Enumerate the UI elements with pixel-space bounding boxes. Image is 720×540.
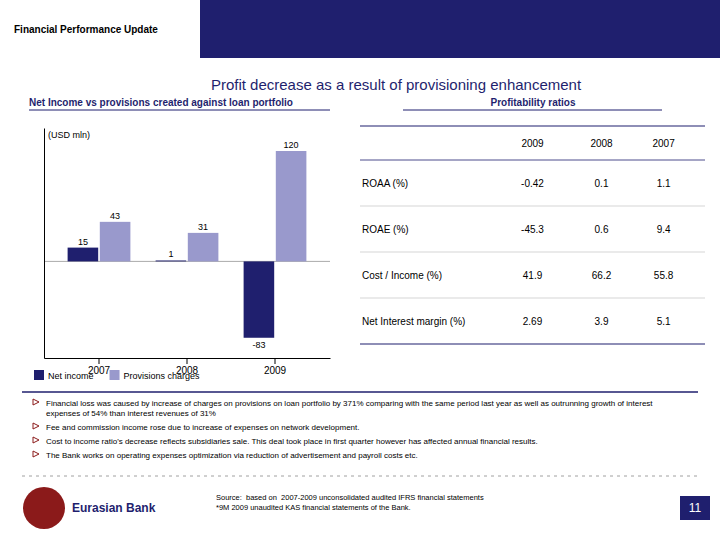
legend-entry: Provisions charges [110, 370, 201, 381]
table-cell: -0.42 [521, 178, 544, 189]
bar [156, 260, 187, 262]
page-number: 11 [689, 501, 702, 515]
bullet-icon [33, 451, 39, 457]
data-label: 120 [284, 140, 299, 150]
main-title: Profit decrease as a result of provision… [211, 76, 582, 93]
footer-text: Source: based on 2007-2009 unconsolidate… [216, 493, 484, 502]
table-separator [360, 206, 705, 207]
table-title: Profitability ratios [490, 97, 575, 108]
page: Financial Performance Update Profit decre… [0, 0, 720, 540]
x-tick: 2009 [264, 358, 287, 376]
legend: Net income Provisions charges [34, 370, 200, 381]
data-label: 1 [168, 249, 173, 259]
bar-series [68, 248, 275, 338]
table-separator [360, 252, 705, 253]
data-label: -83 [252, 340, 265, 350]
x-tick-label: 2009 [264, 365, 287, 376]
table-cell: 5.1 [657, 316, 671, 327]
table-cell: 41.9 [523, 270, 543, 281]
legend-entry: Net income [34, 370, 94, 381]
data-label: 31 [198, 222, 208, 232]
table-cell: -45.3 [521, 224, 544, 235]
bar [100, 222, 131, 262]
table-cell: ROAA (%) [362, 178, 408, 189]
x-tick-mark [187, 358, 188, 364]
page-number-box [680, 496, 710, 520]
bullet-text: The Bank works on operating expenses opt… [46, 451, 418, 460]
title-underline [29, 110, 330, 111]
y-axis-line [44, 129, 45, 359]
bullet-text: Financial loss was caused by increase of… [46, 399, 653, 418]
table-rule [360, 125, 705, 126]
bullet-text: Cost to income ratio's decrease reflects… [46, 437, 538, 446]
table-header: 2009 [521, 138, 544, 149]
header-band [200, 0, 720, 58]
dashed-separator [22, 476, 698, 477]
table-cell: Cost / Income (%) [362, 270, 442, 281]
data-label: 43 [110, 211, 120, 221]
table-cell: Net Interest margin (%) [362, 316, 465, 327]
bar-series [100, 151, 307, 261]
title-underline [403, 110, 662, 111]
table-header: 2007 [652, 138, 675, 149]
x-tick-mark [99, 358, 100, 364]
table-cell: 0.6 [595, 224, 609, 235]
footer-text: *9M 2009 unaudited KAS financial stateme… [216, 503, 411, 512]
table-separator [360, 298, 705, 299]
bullet-icon [33, 423, 39, 429]
legend-swatch [34, 370, 44, 380]
legend-label: Net income [48, 371, 94, 381]
bar [244, 261, 275, 337]
bar [188, 233, 219, 262]
data-labels: 15 1 -83 43 31 120 [78, 140, 299, 350]
table-cell: 2.69 [523, 316, 543, 327]
plot-area [44, 151, 330, 338]
table-cell: 66.2 [592, 270, 612, 281]
bar [276, 151, 307, 261]
table-rule [360, 160, 705, 161]
bullet-icon [33, 399, 39, 405]
legend-label: Provisions charges [124, 371, 201, 381]
data-label: 15 [78, 237, 88, 247]
table-cell: 1.1 [657, 178, 671, 189]
y-label: (USD mln) [48, 130, 90, 140]
table-header: 2008 [590, 138, 613, 149]
table-cell: 0.1 [595, 178, 609, 189]
x-tick-mark [275, 358, 276, 364]
table-cell: 9.4 [657, 224, 671, 235]
table-cell: 3.9 [595, 316, 609, 327]
table-cell: 55.8 [654, 270, 674, 281]
bullet-text: Fee and commission income rose due to in… [46, 423, 360, 432]
table-rule [360, 343, 705, 344]
bullet-icon [33, 437, 39, 443]
table-cell: ROAE (%) [362, 224, 409, 235]
tab-title: Financial Performance Update [14, 24, 158, 35]
legend-swatch [110, 370, 120, 380]
bar [68, 248, 99, 262]
y-axis [44, 129, 45, 359]
separator [22, 391, 698, 392]
logo [23, 487, 65, 529]
chart-title: Net Income vs provisions created against… [29, 97, 293, 108]
table: 2009 2008 2007 ROAA (%) -0.42 0.1 1.1 ROAE (%) -… [360, 126, 705, 344]
brand: Eurasian Bank [72, 501, 156, 515]
